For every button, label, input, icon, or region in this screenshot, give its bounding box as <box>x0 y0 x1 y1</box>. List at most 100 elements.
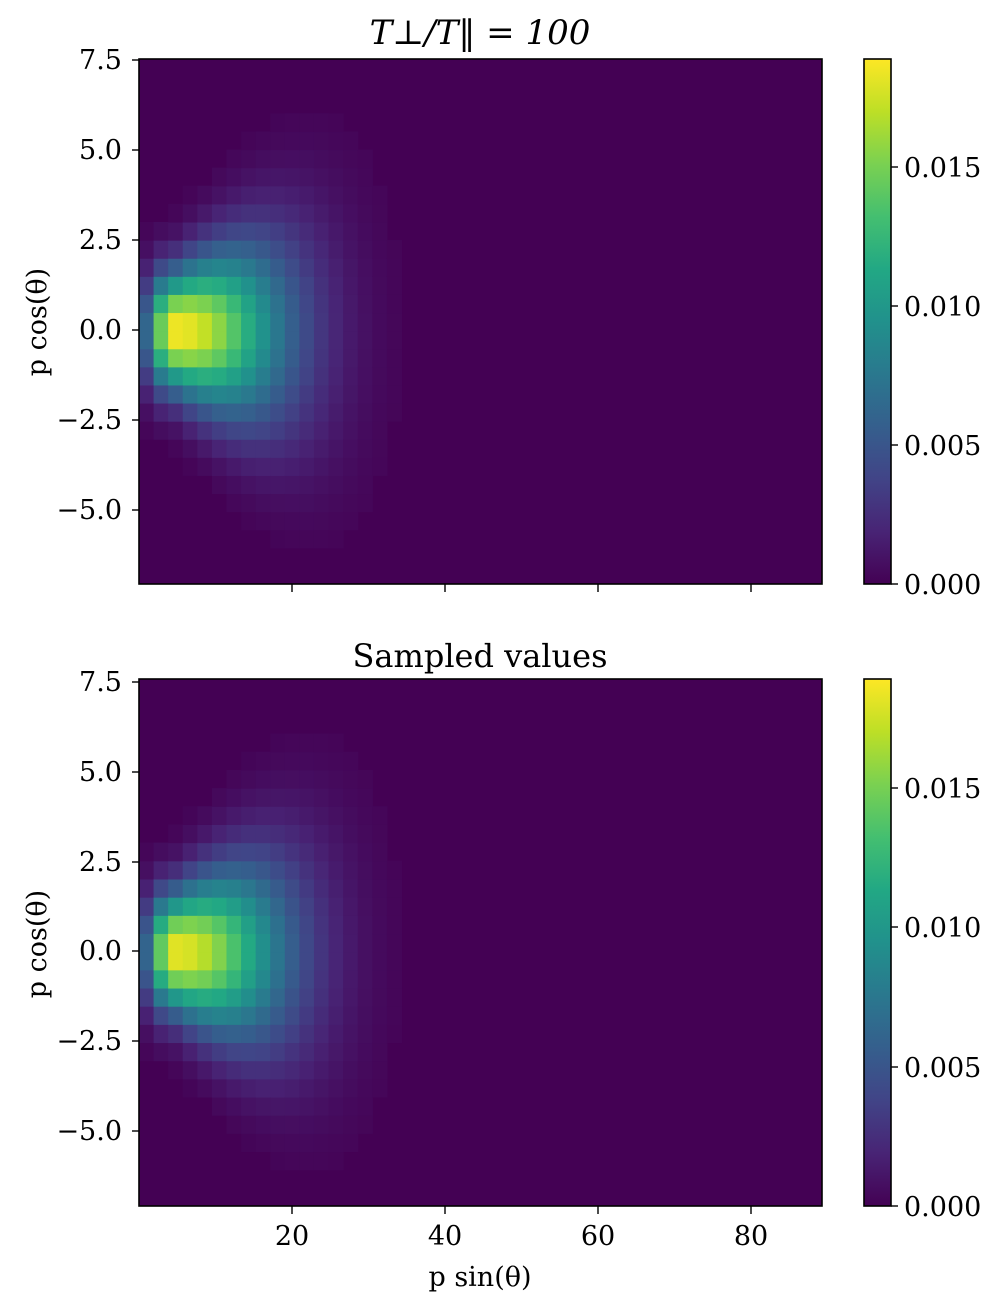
heatmap-cell <box>197 439 213 458</box>
y-tick-label: −2.5 <box>56 405 122 436</box>
heatmap-cell <box>357 457 373 476</box>
heatmap-cell <box>284 788 300 807</box>
heatmap-cell <box>255 1024 271 1044</box>
heatmap-cell <box>284 842 300 862</box>
heatmap-cell <box>372 258 388 277</box>
heatmap-cell <box>255 384 271 404</box>
heatmap-cell <box>226 475 242 495</box>
heatmap-cell <box>299 842 315 862</box>
heatmap-cell <box>313 1042 330 1062</box>
heatmap-cell <box>226 1042 242 1062</box>
heatmap-cell <box>168 969 184 989</box>
heatmap-cell <box>313 113 330 133</box>
heatmap-cell <box>357 221 373 241</box>
heatmap-cell <box>241 842 257 862</box>
heatmap-cell <box>139 860 155 880</box>
heatmap-cell <box>255 348 271 368</box>
heatmap-cell <box>197 330 213 350</box>
heatmap-cell <box>197 987 213 1007</box>
heatmap-cell <box>182 294 198 314</box>
heatmap-cell <box>343 185 359 205</box>
heatmap-cell <box>299 493 315 513</box>
heatmap-cell <box>299 806 315 825</box>
heatmap-cell <box>284 1133 300 1153</box>
heatmap-cell <box>197 240 213 259</box>
heatmap-cell <box>343 824 359 844</box>
y-tick-label: 5.0 <box>79 135 122 166</box>
heatmap-cell <box>197 203 213 223</box>
heatmap-cell <box>313 366 330 386</box>
heatmap-cell <box>226 951 242 971</box>
heatmap-cell <box>313 987 330 1007</box>
heatmap-cell <box>328 842 344 862</box>
heatmap-cell <box>197 421 213 440</box>
heatmap-cell <box>270 987 286 1007</box>
heatmap-cell <box>182 1078 198 1098</box>
heatmap-cell <box>357 258 373 277</box>
heatmap-cell <box>153 330 169 350</box>
heatmap-cell <box>386 258 403 277</box>
heatmap-cell <box>270 860 286 880</box>
heatmap-cell <box>328 149 344 169</box>
heatmap-cell <box>328 751 344 771</box>
heatmap-cell <box>241 240 257 259</box>
y-tick-label: 5.0 <box>79 757 122 788</box>
heatmap-cell <box>139 1024 155 1044</box>
heatmap-cell <box>241 330 257 350</box>
heatmap-cell <box>299 897 315 916</box>
heatmap-cell <box>328 1060 344 1080</box>
heatmap-cell <box>386 860 403 880</box>
heatmap-cell <box>313 276 330 295</box>
heatmap-cell <box>343 969 359 989</box>
heatmap-cell <box>328 421 344 440</box>
heatmap-cell <box>343 1096 359 1116</box>
heatmap-cell <box>372 240 388 259</box>
heatmap-cell <box>357 185 373 205</box>
heatmap-cell <box>328 878 344 898</box>
heatmap-cell <box>343 221 359 241</box>
heatmap-cell <box>328 348 344 368</box>
heatmap-cell <box>299 421 315 440</box>
heatmap-cell <box>313 240 330 259</box>
heatmap-cell <box>313 149 330 169</box>
heatmap-cell <box>386 402 403 422</box>
heatmap-cell <box>139 384 155 404</box>
heatmap-cell <box>211 878 228 898</box>
heatmap-cell <box>343 312 359 332</box>
heatmap-cell <box>299 511 315 531</box>
heatmap-cell <box>270 1060 286 1080</box>
heatmap-cell <box>168 348 184 368</box>
heatmap-cell <box>197 1060 213 1080</box>
heatmap-cell <box>139 969 155 989</box>
heatmap-cell <box>343 1042 359 1062</box>
heatmap-cell <box>153 402 169 422</box>
colorbar-tick-label: 0.015 <box>904 153 981 184</box>
heatmap-cell <box>328 1133 344 1153</box>
heatmap-cell <box>284 402 300 422</box>
heatmap-cell <box>226 1006 242 1025</box>
heatmap-cell <box>255 1078 271 1098</box>
heatmap-cell <box>241 1096 257 1116</box>
heatmap-cell <box>168 384 184 404</box>
heatmap-cell <box>328 1151 344 1171</box>
heatmap-cell <box>270 915 286 935</box>
heatmap-cell <box>139 987 155 1007</box>
heatmap-cell <box>313 1006 330 1025</box>
heatmap-cell <box>372 860 388 880</box>
heatmap-cell <box>357 1024 373 1044</box>
heatmap-cell <box>284 733 300 753</box>
heatmap-cell <box>182 421 198 440</box>
heatmap-cell <box>139 240 155 259</box>
heatmap-cell <box>241 1024 257 1044</box>
heatmap-cell <box>313 878 330 898</box>
colorbar-tick-label: 0.005 <box>904 431 981 462</box>
heatmap-cell <box>241 457 257 476</box>
heatmap-cell <box>328 240 344 259</box>
heatmap-cell <box>255 1115 271 1134</box>
heatmap-cell <box>313 167 330 187</box>
heatmap-cell <box>372 806 388 825</box>
heatmap-cell <box>241 149 257 169</box>
heatmap-cell <box>357 493 373 513</box>
heatmap-cell <box>255 185 271 205</box>
heatmap-cell <box>241 421 257 440</box>
